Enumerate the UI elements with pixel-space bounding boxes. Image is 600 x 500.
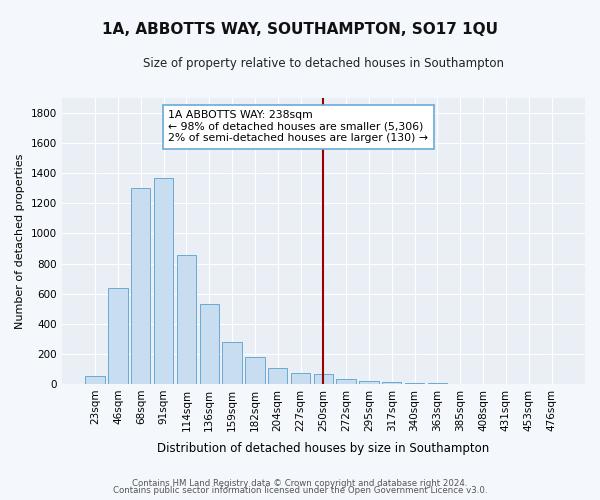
Bar [85,376,105,384]
Text: 1A, ABBOTTS WAY, SOUTHAMPTON, SO17 1QU: 1A, ABBOTTS WAY, SOUTHAMPTON, SO17 1QU [102,22,498,38]
Bar [314,374,333,384]
X-axis label: Distribution of detached houses by size in Southampton: Distribution of detached houses by size … [157,442,490,455]
Bar [405,383,424,384]
Text: Contains public sector information licensed under the Open Government Licence v3: Contains public sector information licen… [113,486,487,495]
Bar [131,188,151,384]
Bar [359,381,379,384]
Bar [108,288,128,384]
Bar [177,256,196,384]
Bar [200,304,219,384]
Text: 1A ABBOTTS WAY: 238sqm
← 98% of detached houses are smaller (5,306)
2% of semi-d: 1A ABBOTTS WAY: 238sqm ← 98% of detached… [168,110,428,144]
Bar [291,374,310,384]
Y-axis label: Number of detached properties: Number of detached properties [15,154,25,328]
Bar [245,357,265,384]
Bar [382,382,401,384]
Bar [223,342,242,384]
Bar [428,383,447,384]
Bar [268,368,287,384]
Bar [337,380,356,384]
Bar [154,178,173,384]
Text: Contains HM Land Registry data © Crown copyright and database right 2024.: Contains HM Land Registry data © Crown c… [132,478,468,488]
Title: Size of property relative to detached houses in Southampton: Size of property relative to detached ho… [143,58,504,70]
